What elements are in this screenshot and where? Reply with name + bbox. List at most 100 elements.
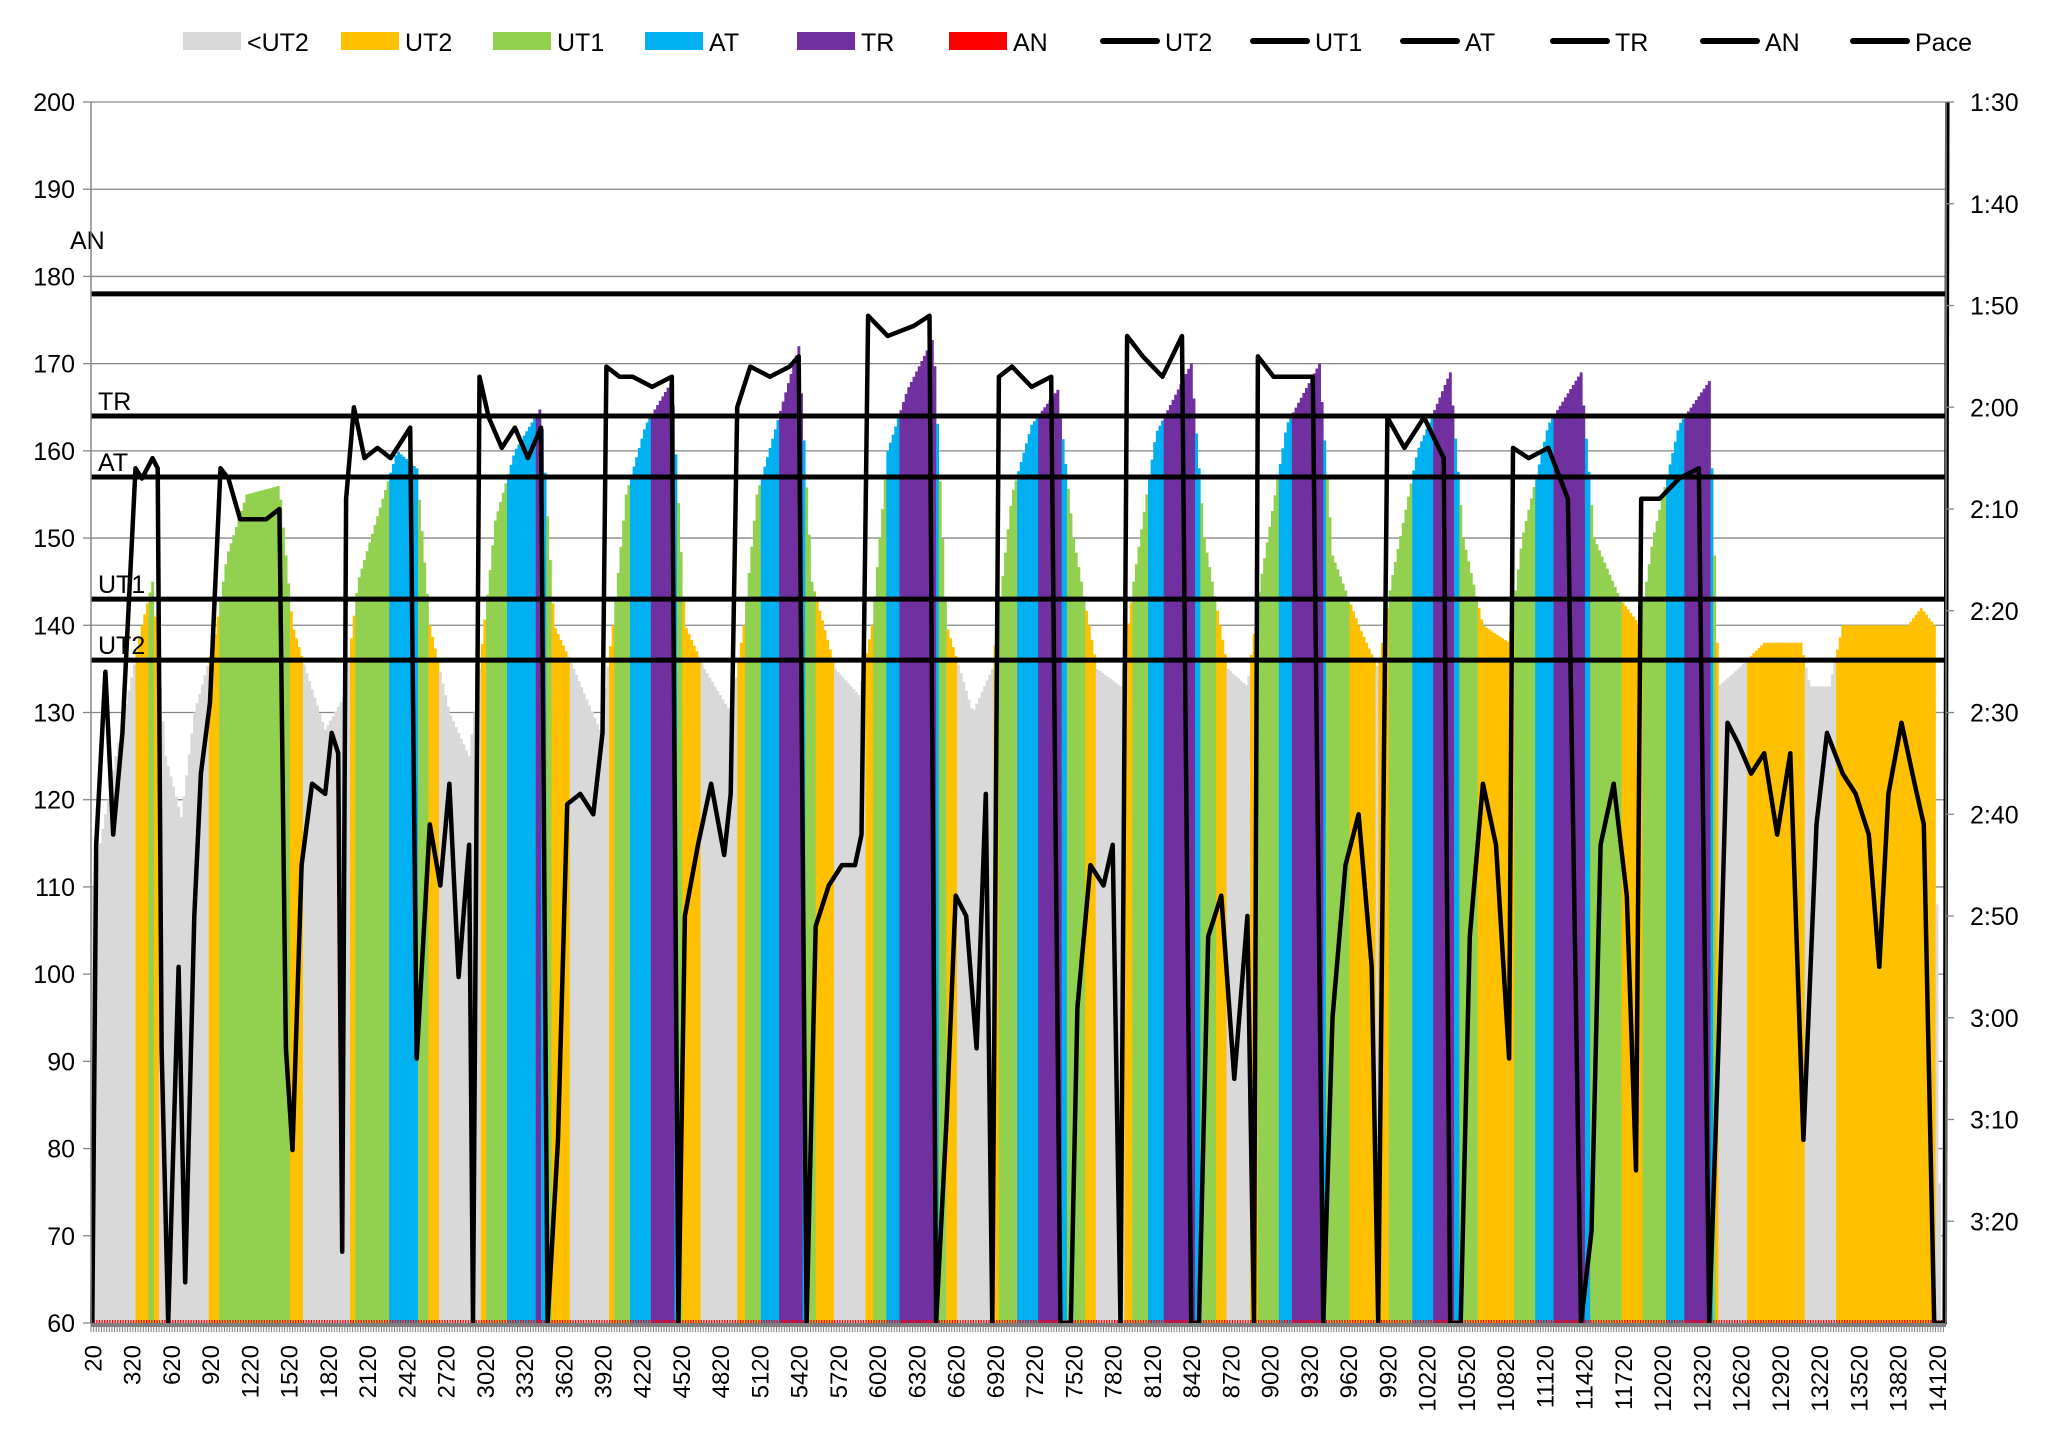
an-bar bbox=[1663, 1320, 1665, 1323]
hr-bar bbox=[289, 611, 293, 1323]
an-bar bbox=[1362, 1320, 1364, 1323]
an-bar bbox=[1532, 1320, 1534, 1323]
an-bar bbox=[493, 1320, 496, 1323]
hr-bar bbox=[1066, 488, 1070, 1323]
hr-bar bbox=[1273, 495, 1277, 1323]
an-bar bbox=[627, 1320, 629, 1323]
an-bar bbox=[1535, 1320, 1537, 1323]
hr-bar bbox=[1373, 660, 1376, 1323]
hr-bar bbox=[875, 567, 879, 1323]
hr-bar bbox=[143, 614, 147, 1323]
x-tick-label: 4220 bbox=[630, 1345, 657, 1398]
an-bar bbox=[985, 1320, 988, 1323]
hr-bar bbox=[609, 646, 612, 1323]
an-bar bbox=[1590, 1320, 1592, 1323]
hr-bar bbox=[1297, 402, 1301, 1323]
an-bar bbox=[216, 1320, 218, 1323]
an-bar bbox=[1242, 1320, 1244, 1323]
an-bar bbox=[1616, 1320, 1618, 1323]
hr-bar bbox=[1791, 642, 1795, 1323]
y-tick-label: 90 bbox=[47, 1048, 75, 1076]
an-bar bbox=[1527, 1320, 1529, 1323]
an-bar bbox=[588, 1320, 590, 1323]
an-bar bbox=[1778, 1320, 1780, 1323]
hr-bar bbox=[1040, 410, 1044, 1323]
an-bar bbox=[1388, 1320, 1391, 1323]
hr-bar bbox=[1686, 411, 1690, 1323]
an-bar bbox=[514, 1320, 517, 1323]
an-bar bbox=[1802, 1320, 1804, 1323]
hr-bar bbox=[1660, 498, 1664, 1323]
an-bar bbox=[758, 1320, 760, 1323]
an-bar bbox=[1113, 1320, 1116, 1323]
an-bar bbox=[480, 1320, 483, 1323]
hr-bar bbox=[967, 699, 971, 1323]
hr-bar bbox=[870, 625, 874, 1323]
hr-bar bbox=[768, 447, 772, 1323]
an-bar bbox=[206, 1320, 208, 1323]
an-bar bbox=[1849, 1320, 1851, 1323]
hr-bar bbox=[1244, 685, 1248, 1323]
hr-bar bbox=[1624, 606, 1628, 1323]
hr-bar bbox=[1841, 625, 1845, 1323]
an-bar bbox=[488, 1320, 490, 1323]
hr-bar bbox=[1642, 599, 1646, 1323]
hr-bar bbox=[488, 570, 492, 1323]
hr-bar bbox=[1420, 441, 1424, 1323]
an-bar bbox=[556, 1320, 559, 1323]
an-bar bbox=[1731, 1320, 1733, 1323]
hr-bar bbox=[569, 663, 573, 1323]
an-bar bbox=[245, 1320, 247, 1323]
hr-bar bbox=[1438, 397, 1442, 1323]
an-bar bbox=[1116, 1320, 1118, 1323]
an-bar bbox=[1877, 1320, 1880, 1323]
an-bar bbox=[344, 1320, 347, 1323]
pace-line bbox=[90, 101, 1950, 1326]
an-bar bbox=[1519, 1320, 1521, 1323]
hr-bar bbox=[1171, 399, 1175, 1323]
an-bar bbox=[347, 1320, 349, 1323]
an-bar bbox=[792, 1320, 794, 1323]
hr-bar bbox=[862, 667, 866, 1323]
an-bar bbox=[1344, 1320, 1346, 1323]
y-tick-label: 180 bbox=[33, 263, 75, 291]
an-bar bbox=[716, 1320, 718, 1323]
an-bar bbox=[1506, 1320, 1508, 1323]
hr-bar bbox=[1799, 642, 1803, 1323]
hr-bar bbox=[1658, 509, 1662, 1323]
hr-bar bbox=[677, 503, 680, 1324]
an-bar bbox=[695, 1320, 697, 1323]
hr-bar bbox=[1498, 636, 1502, 1323]
hr-bar bbox=[169, 776, 173, 1323]
an-bar bbox=[1155, 1320, 1158, 1323]
hr-bar bbox=[1621, 602, 1625, 1323]
an-bar bbox=[1467, 1320, 1469, 1323]
hr-bar bbox=[1747, 658, 1751, 1323]
hr-bar bbox=[595, 723, 599, 1323]
an-bar bbox=[1658, 1320, 1660, 1323]
an-bar bbox=[818, 1320, 820, 1323]
an-bar bbox=[1182, 1320, 1184, 1323]
hr-bar bbox=[352, 615, 356, 1323]
hr-bar bbox=[1671, 453, 1675, 1324]
an-bar bbox=[213, 1320, 216, 1323]
y-tick-label: 190 bbox=[33, 176, 75, 204]
hr-bar bbox=[1741, 663, 1745, 1323]
legend: <UT2 UT2 UT1 AT TR AN UT2 UT1 AT TR AN Pace bbox=[183, 29, 1972, 57]
an-bar bbox=[1673, 1320, 1676, 1323]
an-bar bbox=[1734, 1320, 1736, 1323]
axes: 60 70 80 90 100 110 120 130 140 150 160 170 180 190 20… bbox=[33, 89, 2018, 1412]
hr-bar bbox=[1095, 668, 1099, 1323]
hr-bar bbox=[750, 546, 754, 1323]
an-bar bbox=[1791, 1320, 1793, 1323]
an-bar bbox=[1438, 1320, 1440, 1323]
an-bar bbox=[923, 1320, 925, 1323]
an-bar bbox=[119, 1320, 122, 1323]
an-bar bbox=[1807, 1320, 1809, 1323]
an-bar bbox=[1516, 1320, 1519, 1323]
an-bar bbox=[1786, 1320, 1788, 1323]
hr-bar bbox=[826, 639, 830, 1323]
hr-bar bbox=[737, 660, 741, 1323]
an-bar bbox=[1247, 1320, 1249, 1323]
hr-bar bbox=[389, 472, 393, 1323]
